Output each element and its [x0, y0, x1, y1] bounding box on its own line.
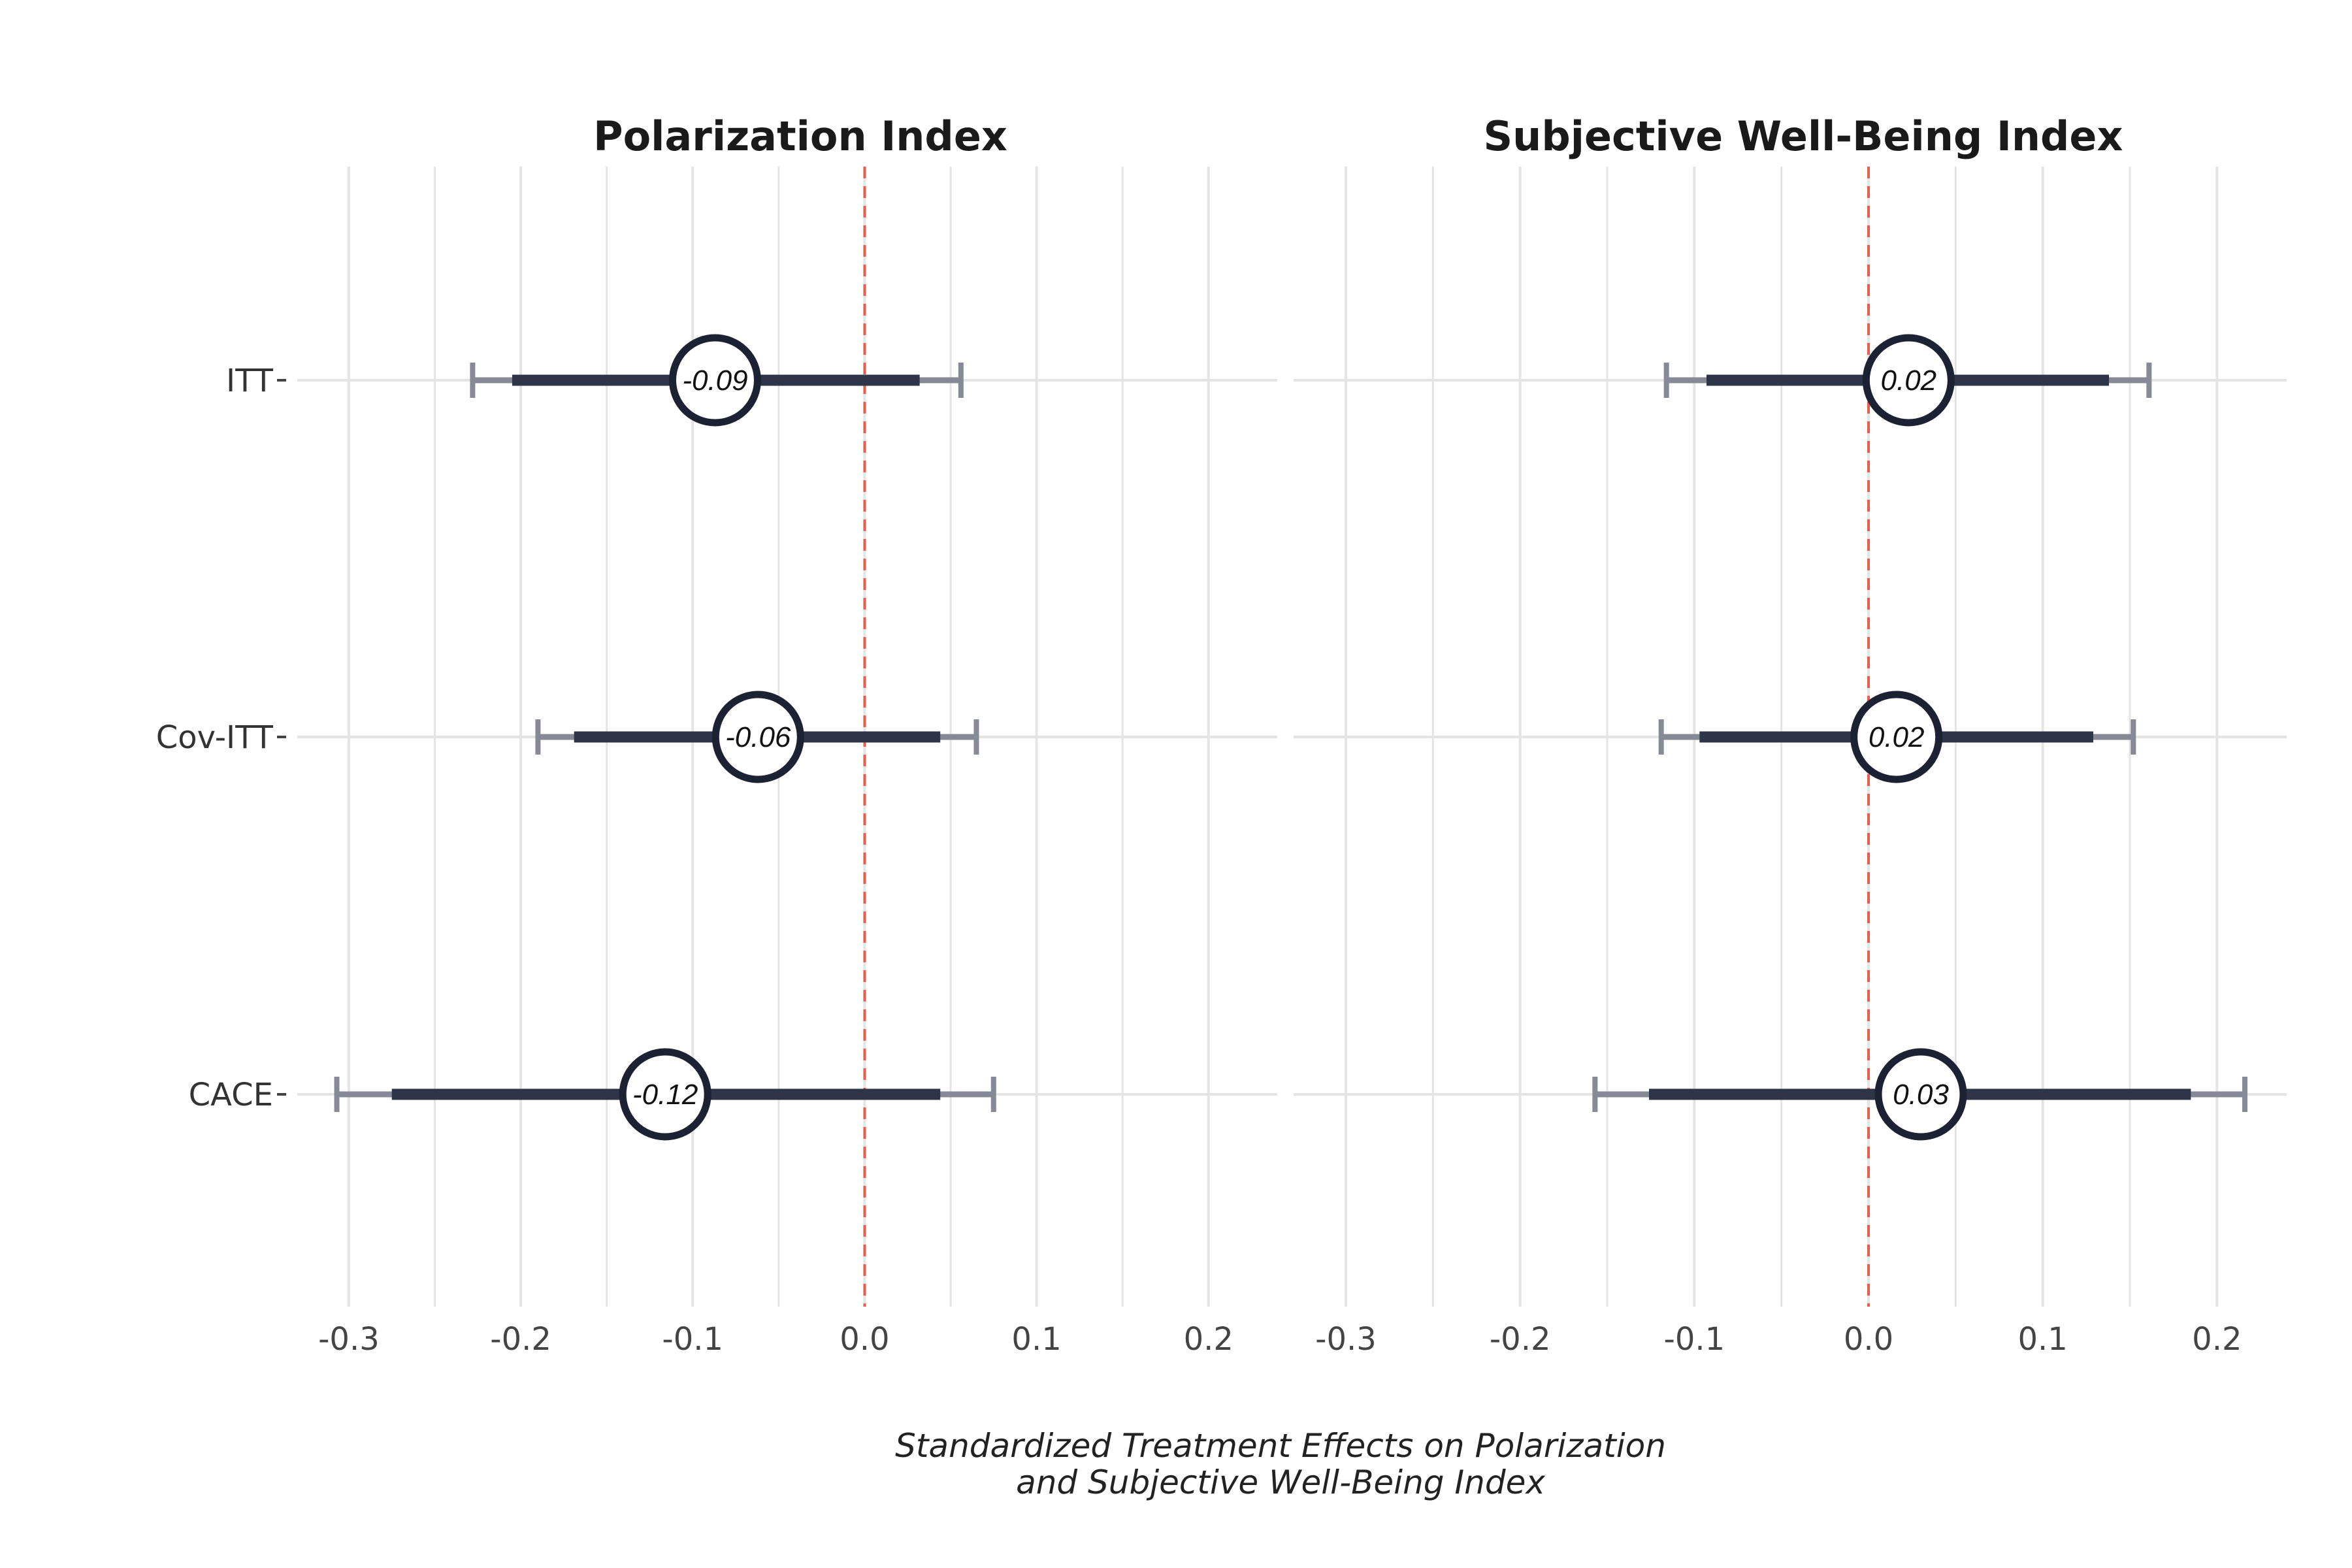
estimate-itt: -0.09 — [470, 334, 964, 427]
point-estimate-label: -0.06 — [725, 721, 791, 753]
x-tick-label: -0.3 — [318, 1321, 380, 1358]
x-tick-label: -0.2 — [1490, 1321, 1551, 1358]
x-axis-caption-line-1: Standardized Treatment Effects on Polari… — [895, 1427, 1666, 1465]
point-estimate-label: -0.09 — [682, 365, 747, 397]
estimate-cace: -0.12 — [334, 1048, 996, 1141]
y-tick-label-cace: CACE — [189, 1077, 273, 1113]
estimate-itt: 0.02 — [1663, 334, 2152, 427]
point-estimate-marker — [1874, 1048, 1967, 1141]
x-tick-label: 0.0 — [840, 1321, 889, 1358]
x-tick-label: 0.0 — [1844, 1321, 1893, 1358]
estimate-cov-itt: 0.02 — [1658, 691, 2136, 783]
point-estimate-marker — [1862, 334, 1955, 427]
y-tick-label-itt: ITT — [226, 363, 274, 399]
panel-1: Polarization Index -0.3 -0.2 -0.1 0.0 0.1 0.2 I… — [156, 112, 1277, 1358]
point-estimate-label: 0.03 — [1893, 1079, 1949, 1111]
point-estimate-marker — [711, 691, 804, 783]
panel-title: Polarization Index — [593, 112, 1007, 160]
point-estimate-marker — [619, 1048, 711, 1141]
point-estimate-label: 0.02 — [1869, 721, 1925, 753]
point-estimate-marker — [1850, 691, 1943, 783]
estimate-cace: 0.03 — [1592, 1048, 2247, 1141]
panel-2: Subjective Well-Being Index -0.3 -0.2 -0.1 0… — [1294, 112, 2287, 1358]
x-tick-label: -0.1 — [1664, 1321, 1725, 1358]
point-estimate-marker — [668, 334, 761, 427]
x-tick-label: -0.3 — [1315, 1321, 1377, 1358]
point-estimate-label: -0.12 — [632, 1079, 698, 1111]
point-estimate-label: 0.02 — [1881, 365, 1937, 397]
x-tick-label: 0.1 — [2017, 1321, 2067, 1358]
panel-title: Subjective Well-Being Index — [1484, 112, 2123, 160]
x-tick-label: -0.2 — [490, 1321, 551, 1358]
x-tick-label: 0.2 — [2192, 1321, 2242, 1358]
y-tick-label-cov-itt: Cov-ITT — [156, 719, 274, 756]
x-tick-label: 0.2 — [1184, 1321, 1233, 1358]
x-tick-label: -0.1 — [662, 1321, 723, 1358]
x-tick-label: 0.1 — [1011, 1321, 1061, 1358]
x-axis-caption-line-2: and Subjective Well-Being Index — [1016, 1463, 1545, 1501]
estimate-cov-itt: -0.06 — [535, 691, 979, 783]
